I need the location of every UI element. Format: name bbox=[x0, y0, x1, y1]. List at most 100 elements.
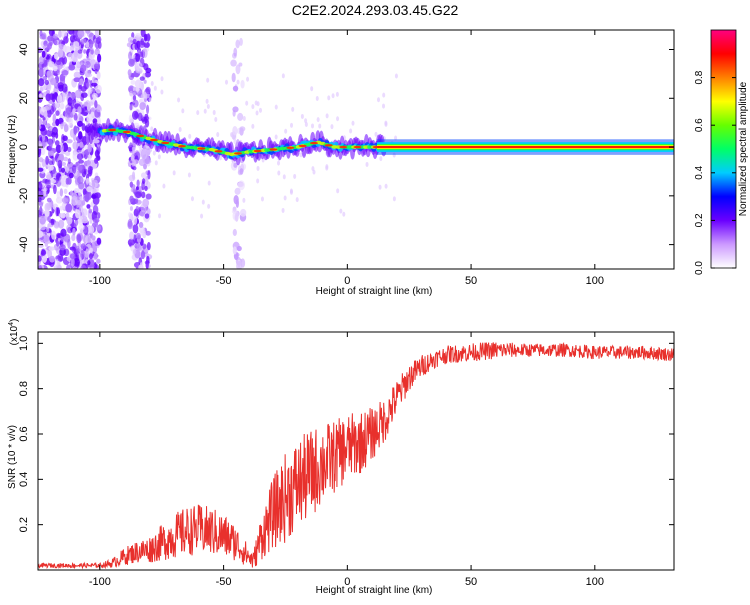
noise-cell bbox=[61, 70, 69, 76]
noise-cell bbox=[135, 32, 141, 38]
noise-cell bbox=[94, 100, 98, 109]
noise-cell bbox=[46, 174, 52, 180]
noise-cell bbox=[327, 95, 331, 101]
noise-cell bbox=[79, 78, 84, 86]
noise-cell bbox=[78, 131, 83, 140]
noise-cell bbox=[77, 120, 83, 127]
noise-cell bbox=[91, 179, 95, 190]
noise-cell bbox=[94, 30, 100, 39]
noise-cell bbox=[91, 92, 98, 100]
noise-cell bbox=[129, 90, 134, 97]
noise-cell bbox=[52, 113, 57, 124]
noise-cell bbox=[145, 260, 149, 269]
noise-cell bbox=[60, 143, 65, 153]
noise-cell bbox=[339, 208, 343, 214]
noise-cell bbox=[127, 218, 133, 228]
noise-cell bbox=[300, 113, 304, 119]
noise-cell bbox=[135, 206, 139, 211]
noise-cell bbox=[160, 89, 164, 95]
noise-cell bbox=[45, 93, 51, 102]
noise-cell bbox=[56, 240, 60, 247]
noise-cell bbox=[95, 84, 102, 94]
noise-cell bbox=[53, 53, 59, 60]
noise-cell bbox=[136, 179, 140, 188]
ridge-peak bbox=[324, 144, 333, 147]
noise-cell bbox=[128, 58, 135, 67]
noise-cell bbox=[85, 73, 93, 78]
noise-cell bbox=[203, 108, 207, 114]
noise-cell bbox=[336, 188, 340, 194]
noise-cell bbox=[49, 150, 55, 156]
noise-cell bbox=[48, 144, 53, 151]
noise-cell bbox=[67, 158, 71, 165]
noise-cell bbox=[256, 165, 260, 171]
noise-cell bbox=[238, 62, 243, 67]
noise-cell bbox=[54, 140, 60, 146]
noise-cell bbox=[96, 105, 103, 113]
noise-cell bbox=[74, 209, 81, 219]
noise-cell bbox=[130, 245, 135, 252]
line-y-tick-label: 0.2 bbox=[18, 517, 30, 532]
noise-cell bbox=[377, 97, 381, 103]
noise-cell bbox=[239, 126, 246, 132]
noise-cell bbox=[315, 96, 319, 102]
noise-cell bbox=[91, 194, 97, 199]
noise-cell bbox=[133, 208, 139, 217]
noise-cell bbox=[129, 103, 133, 111]
noise-cell bbox=[45, 103, 52, 111]
noise-cell bbox=[73, 125, 78, 135]
noise-cell bbox=[129, 195, 134, 203]
noise-cell bbox=[81, 38, 87, 45]
noise-cell bbox=[41, 50, 46, 58]
noise-cell bbox=[89, 247, 93, 253]
noise-cell bbox=[65, 151, 71, 156]
noise-cell bbox=[70, 44, 75, 51]
noise-cell bbox=[81, 136, 86, 144]
noise-cell bbox=[135, 186, 139, 191]
heatmap-y-tick-label: -20 bbox=[18, 188, 30, 204]
noise-cell bbox=[205, 98, 209, 104]
noise-cell bbox=[72, 141, 79, 150]
heatmap-y-tick-label: 0 bbox=[18, 144, 30, 150]
noise-cell bbox=[97, 53, 102, 63]
noise-cell bbox=[384, 183, 388, 189]
noise-cell bbox=[89, 47, 95, 55]
noise-cell bbox=[46, 44, 50, 53]
colorbar bbox=[710, 29, 737, 269]
noise-cell bbox=[293, 173, 297, 179]
noise-cell bbox=[153, 85, 157, 91]
ridge-peak bbox=[309, 141, 318, 145]
noise-cell bbox=[260, 196, 264, 202]
noise-cell bbox=[132, 95, 137, 101]
noise-cell bbox=[132, 223, 139, 234]
colorbar-tick-label: 0.2 bbox=[694, 213, 705, 227]
noise-cell bbox=[79, 195, 84, 201]
noise-cell bbox=[72, 227, 76, 236]
colorbar-tick-label: 0.6 bbox=[694, 118, 705, 132]
noise-cell bbox=[282, 174, 286, 180]
noise-cell bbox=[201, 199, 205, 205]
noise-cell bbox=[127, 69, 132, 77]
noise-cell bbox=[56, 174, 60, 181]
noise-cell bbox=[256, 178, 260, 184]
noise-cell bbox=[81, 218, 89, 224]
noise-cell bbox=[51, 156, 55, 166]
noise-cell bbox=[152, 150, 156, 156]
noise-cell bbox=[188, 133, 192, 139]
noise-cell bbox=[92, 218, 100, 223]
line-y-scale-label: (x104) bbox=[8, 319, 20, 346]
noise-cell bbox=[235, 39, 240, 49]
noise-cell bbox=[234, 187, 241, 195]
noise-cell bbox=[135, 61, 143, 72]
noise-cell bbox=[231, 72, 236, 83]
noise-cell bbox=[73, 71, 81, 79]
noise-cell bbox=[146, 147, 153, 153]
noise-cell bbox=[38, 78, 45, 87]
noise-cell bbox=[86, 103, 91, 112]
colorbar-tick-label: 0.8 bbox=[694, 70, 705, 84]
noise-cell bbox=[144, 248, 149, 253]
noise-cell bbox=[145, 193, 152, 200]
noise-cell bbox=[58, 219, 65, 229]
noise-cell bbox=[181, 108, 185, 114]
ridge-peak bbox=[353, 145, 362, 149]
